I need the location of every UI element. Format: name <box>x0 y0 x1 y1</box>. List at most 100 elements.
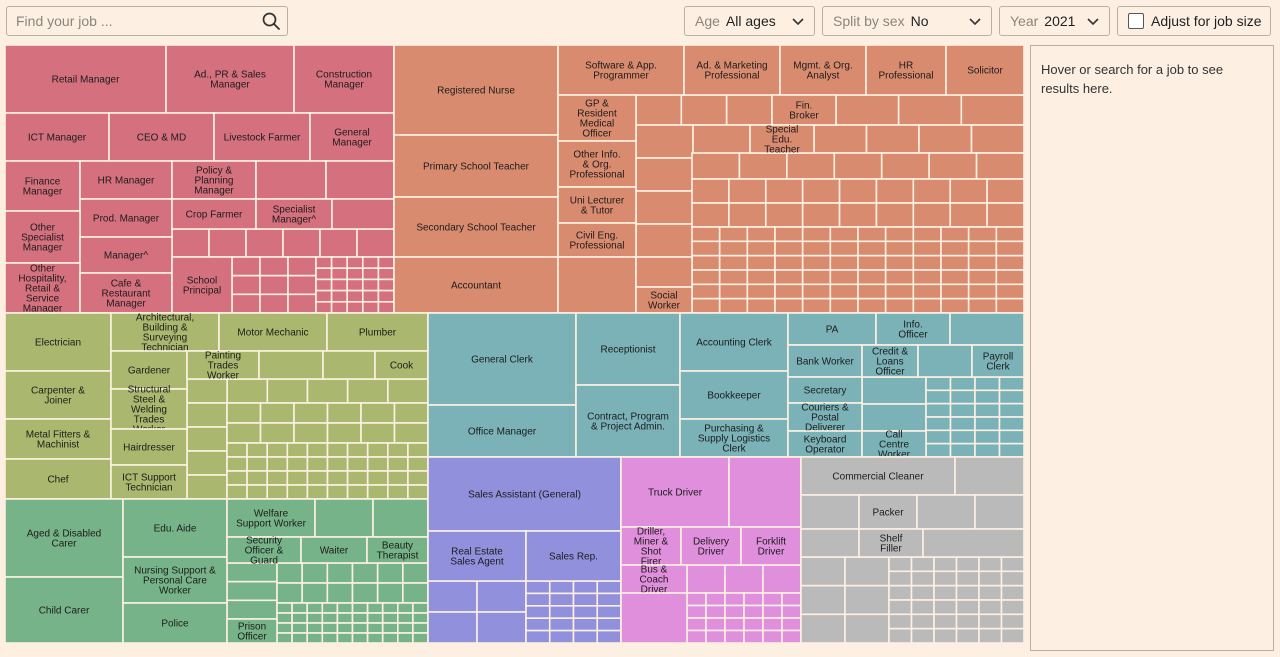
job-cell[interactable] <box>967 283 998 300</box>
job-cell[interactable] <box>967 254 998 271</box>
job-cell[interactable] <box>728 202 767 228</box>
job-cell[interactable] <box>259 274 289 296</box>
job-cell[interactable] <box>949 416 976 432</box>
job-cell[interactable] <box>393 134 559 198</box>
job-cell[interactable] <box>978 613 1003 630</box>
job-cell[interactable] <box>427 404 577 458</box>
job-cell[interactable] <box>276 632 293 643</box>
job-cell[interactable] <box>427 530 527 582</box>
job-cell[interactable] <box>691 254 721 271</box>
job-cell[interactable] <box>800 494 860 530</box>
job-cell[interactable] <box>548 629 575 643</box>
job-cell[interactable] <box>986 202 1024 228</box>
job-cell[interactable] <box>940 226 970 243</box>
job-cell[interactable] <box>376 582 404 604</box>
job-cell[interactable] <box>361 289 380 303</box>
job-cell[interactable] <box>387 378 429 404</box>
job-cell[interactable] <box>910 599 935 616</box>
job-cell[interactable] <box>838 202 878 228</box>
job-cell[interactable] <box>412 612 429 624</box>
job-cell[interactable] <box>746 269 776 286</box>
job-cell[interactable] <box>548 604 575 619</box>
job-cell[interactable] <box>326 470 349 486</box>
job-cell[interactable] <box>321 632 339 643</box>
job-cell[interactable] <box>933 599 958 616</box>
job-cell[interactable] <box>884 269 915 286</box>
job-cell[interactable] <box>974 494 1024 530</box>
job-cell[interactable] <box>925 429 952 445</box>
job-cell[interactable] <box>108 112 215 162</box>
job-cell[interactable] <box>829 269 859 286</box>
job-cell[interactable] <box>705 592 726 607</box>
job-cell[interactable] <box>306 456 329 472</box>
job-cell[interactable] <box>875 178 915 204</box>
job-cell[interactable] <box>949 202 988 228</box>
job-cell[interactable] <box>548 580 575 595</box>
job-cell[interactable] <box>774 283 804 300</box>
job-cell[interactable] <box>326 484 349 500</box>
split-by-sex-dropdown[interactable]: Split by sex No <box>822 6 992 36</box>
job-cell[interactable] <box>728 456 802 528</box>
job-cell[interactable] <box>171 228 210 258</box>
job-cell[interactable] <box>572 629 599 643</box>
job-cell[interactable] <box>393 45 559 136</box>
job-cell[interactable] <box>949 312 1024 346</box>
job-cell[interactable] <box>918 124 973 154</box>
job-cell[interactable] <box>5 45 167 114</box>
job-cell[interactable] <box>361 256 380 269</box>
job-cell[interactable] <box>875 202 915 228</box>
job-cell[interactable] <box>787 312 877 346</box>
job-cell[interactable] <box>326 442 349 458</box>
job-cell[interactable] <box>679 312 789 372</box>
job-cell[interactable] <box>1000 599 1025 616</box>
job-cell[interactable] <box>762 617 783 632</box>
job-cell[interactable] <box>306 612 324 624</box>
job-cell[interactable] <box>208 228 247 258</box>
job-cell[interactable] <box>393 256 559 314</box>
job-cell[interactable] <box>762 592 783 607</box>
job-cell[interactable] <box>79 236 173 274</box>
job-cell[interactable] <box>635 190 694 225</box>
job-cell[interactable] <box>258 350 324 380</box>
job-cell[interactable] <box>749 124 815 154</box>
job-cell[interactable] <box>218 312 328 352</box>
job-cell[interactable] <box>925 416 952 432</box>
job-cell[interactable] <box>557 140 637 188</box>
job-cell[interactable] <box>880 152 930 180</box>
job-cell[interactable] <box>912 240 942 257</box>
job-cell[interactable] <box>412 632 429 643</box>
job-cell[interactable] <box>916 494 976 530</box>
job-cell[interactable] <box>226 378 269 404</box>
job-cell[interactable] <box>276 612 293 624</box>
job-cell[interactable] <box>995 269 1024 286</box>
job-cell[interactable] <box>525 629 551 643</box>
job-cell[interactable] <box>925 442 952 458</box>
job-cell[interactable] <box>829 240 859 257</box>
job-cell[interactable] <box>857 269 887 286</box>
job-cell[interactable] <box>402 562 429 584</box>
job-cell[interactable] <box>691 202 730 228</box>
job-cell[interactable] <box>330 300 349 314</box>
job-cell[interactable] <box>306 470 329 486</box>
job-cell[interactable] <box>321 612 339 624</box>
job-cell[interactable] <box>301 562 329 584</box>
job-cell[interactable] <box>402 582 429 604</box>
job-cell[interactable] <box>186 378 228 404</box>
job-cell[interactable] <box>884 283 915 300</box>
job-cell[interactable] <box>995 283 1024 300</box>
job-cell[interactable] <box>171 160 257 200</box>
job-cell[interactable] <box>315 300 333 314</box>
job-cell[interactable] <box>246 470 269 486</box>
job-cell[interactable] <box>724 629 745 644</box>
job-cell[interactable] <box>861 430 927 458</box>
job-cell[interactable] <box>998 429 1025 445</box>
job-cell[interactable] <box>346 300 364 314</box>
job-cell[interactable] <box>725 94 773 126</box>
job-cell[interactable] <box>266 442 289 458</box>
job-cell[interactable] <box>967 297 998 314</box>
job-cell[interactable] <box>912 297 942 314</box>
job-cell[interactable] <box>346 470 369 486</box>
job-cell[interactable] <box>377 267 395 281</box>
job-cell[interactable] <box>801 297 832 314</box>
job-cell[interactable] <box>949 442 976 458</box>
